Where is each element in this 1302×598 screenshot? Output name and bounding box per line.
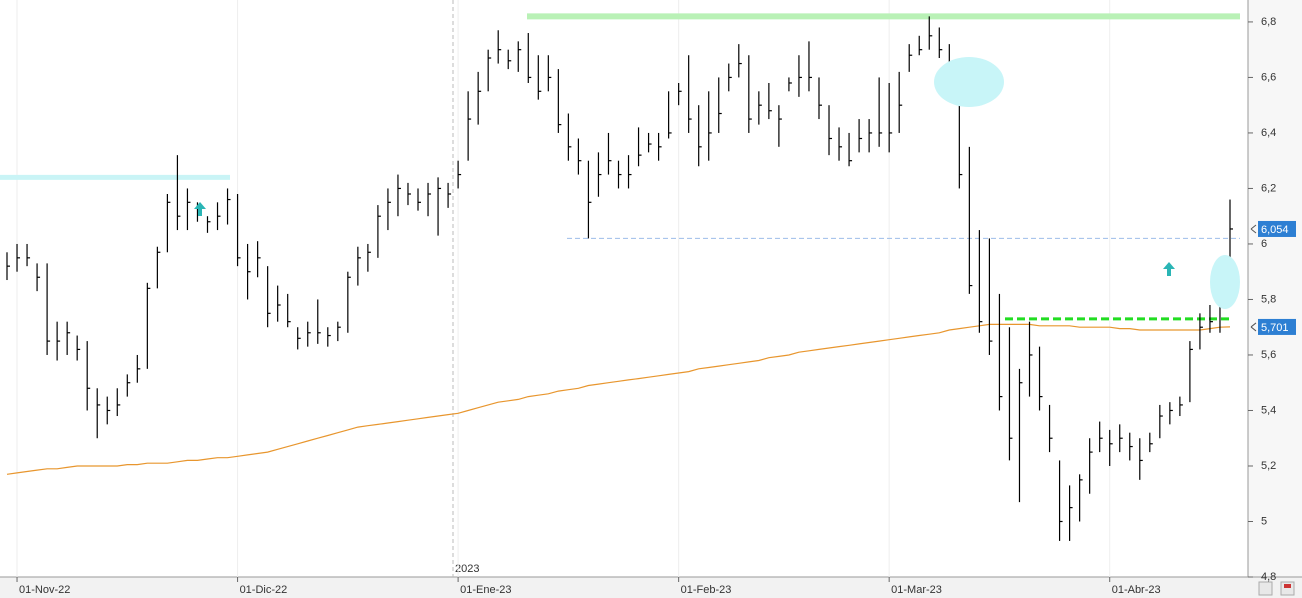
y-tick-label: 6,8 [1261,16,1276,28]
highlight-ellipse [1210,255,1240,309]
y-tick-label: 6,4 [1261,127,1276,139]
y-tick-label: 5,4 [1261,404,1276,416]
x-axis-panel [0,577,1302,598]
y-tick-label: 6 [1261,238,1267,250]
y-tick-label: 6,2 [1261,182,1276,194]
moving-average [6,323,1231,475]
plot [0,0,1240,582]
arrow-up [1163,262,1175,276]
save-icon [1284,584,1291,588]
y-tick-label: 5,8 [1261,293,1276,305]
price-tag [1258,318,1296,335]
y-tick-label: 5,2 [1261,460,1276,472]
price-tag-pointer [1250,224,1257,234]
highlight-ellipse [934,57,1004,107]
x-tick-label: 01-Abr-23 [1112,584,1161,596]
x-tick-label: 01-Mar-23 [891,584,942,596]
year-label: 2023 [455,563,479,575]
x-tick-label: 01-Feb-23 [681,584,732,596]
y-tick-label: 6,6 [1261,71,1276,83]
price-tag-label: 5,701 [1261,322,1289,334]
y-axis-panel [1248,0,1302,598]
x-tick-label: 01-Ene-23 [460,584,511,596]
arrow-up [194,202,206,216]
price-tag-label: 6,054 [1261,224,1289,236]
y-tick-label: 4,8 [1261,571,1276,583]
y-tick-label: 5 [1261,515,1267,527]
y-tick-label: 5,6 [1261,349,1276,361]
zoom-button[interactable] [1258,581,1273,596]
x-tick-label: 01-Nov-22 [19,584,70,596]
save-button[interactable] [1280,581,1295,596]
price-tag [1258,220,1296,237]
x-tick-label: 01-Dic-22 [240,584,288,596]
price-tag-pointer [1250,322,1257,332]
